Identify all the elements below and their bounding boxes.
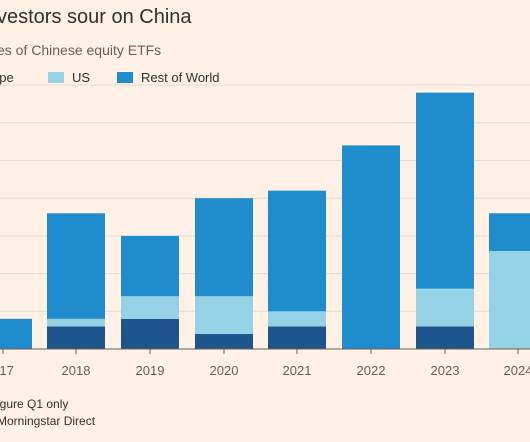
bar-us-2019	[121, 296, 179, 319]
bar-ope-2021	[268, 326, 326, 349]
x-tick-label: 2024	[504, 363, 530, 378]
x-tick-label: 2020	[210, 363, 239, 378]
bar-us-2021	[268, 311, 326, 327]
bar-rest-of-world-2018	[47, 213, 105, 319]
bar-ope-2020	[195, 333, 253, 349]
bar-rest-of-world-2020	[195, 198, 253, 297]
x-tick-label: 2021	[283, 363, 312, 378]
legend: ope US Rest of World	[0, 70, 530, 86]
x-tick-label: 2019	[136, 363, 165, 378]
x-tick-label: 2022	[357, 363, 386, 378]
x-tick-label: 2018	[62, 363, 91, 378]
x-tick-label: 017	[0, 363, 14, 378]
bar-us-2018	[47, 318, 105, 327]
bar-rest-of-world-2019	[121, 235, 179, 297]
bar-rest-of-world-2023	[416, 92, 474, 289]
source-note: Morningstar Direct	[0, 414, 96, 428]
bar-ope-2018	[47, 326, 105, 349]
legend-label-us: US	[72, 70, 91, 85]
x-tick-label: 2023	[431, 363, 460, 378]
footnote: igure Q1 only	[0, 397, 69, 411]
bar-rest-of-world-2021	[268, 190, 326, 312]
bar-us-2024	[489, 250, 530, 349]
chart-title: vestors sour on China	[0, 6, 192, 28]
bar-rest-of-world-2022	[342, 145, 400, 349]
legend-swatch-rest-of-world	[117, 72, 133, 83]
bar-rest-of-world-017	[0, 318, 32, 349]
bar-ope-2019	[121, 318, 179, 349]
chart-subtitle: es of Chinese equity ETFs	[0, 42, 162, 58]
legend-swatch-us	[48, 72, 64, 83]
legend-label-rest-of-world: Rest of World	[141, 70, 220, 85]
bar-us-2020	[195, 296, 253, 334]
bar-rest-of-world-2024	[489, 213, 530, 251]
legend-label-europe: ope	[0, 70, 14, 85]
bar-us-2023	[416, 288, 474, 327]
bar-ope-2023	[416, 326, 474, 349]
